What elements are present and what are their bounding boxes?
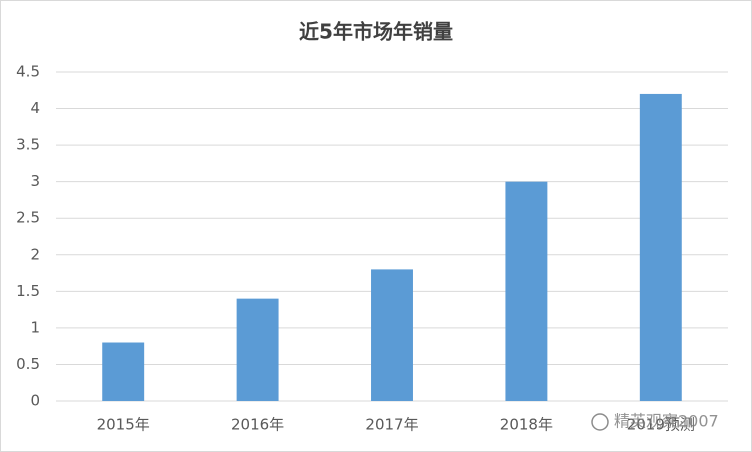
chart-title: 近5年市场年销量 — [299, 20, 453, 44]
y-tick-label: 2 — [30, 245, 40, 263]
y-tick-label: 1 — [30, 318, 40, 336]
x-tick-label: 2015年 — [97, 416, 150, 434]
bar — [639, 93, 682, 401]
y-tick-label: 3 — [30, 172, 40, 190]
y-tick-label: 4 — [30, 99, 40, 117]
y-tick-label: 0.5 — [16, 355, 40, 373]
x-tick-label: 2019预测 — [627, 416, 695, 434]
watermark: 精英观察2007 — [614, 412, 719, 431]
bar — [371, 269, 413, 401]
x-tick-label: 2018年 — [500, 416, 553, 434]
y-tick-label: 3.5 — [16, 136, 40, 154]
y-tick-label: 1.5 — [16, 282, 40, 300]
y-tick-label: 2.5 — [16, 209, 40, 227]
watermark-icon — [591, 413, 609, 431]
bar — [236, 298, 279, 401]
y-tick-label: 4.5 — [16, 63, 40, 81]
y-tick-label: 0 — [30, 392, 40, 410]
bar — [505, 181, 548, 401]
bar — [102, 342, 145, 401]
x-tick-label: 2017年 — [365, 416, 418, 434]
x-tick-label: 2016年 — [231, 416, 284, 434]
